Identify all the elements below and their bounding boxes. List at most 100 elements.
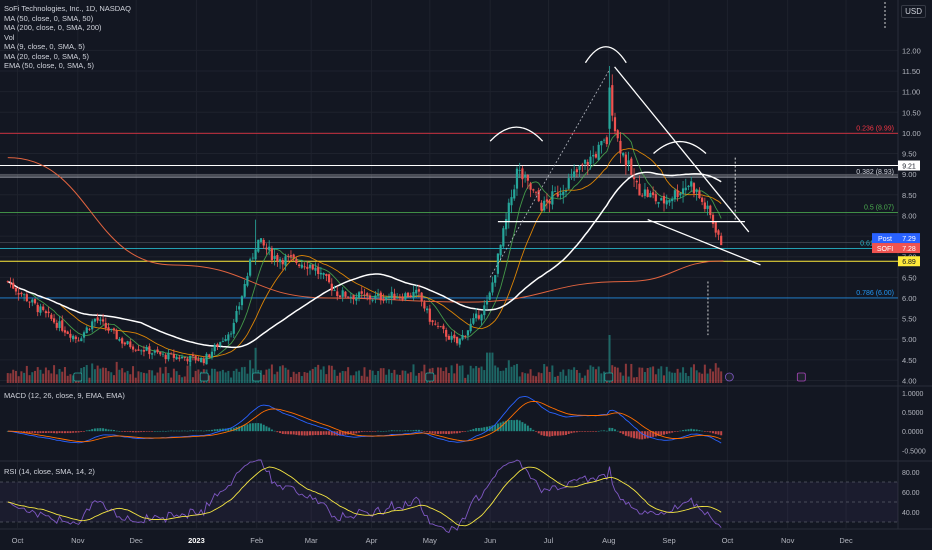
volume-bar [608, 335, 611, 383]
candle-body [322, 273, 325, 275]
earnings-marker [199, 372, 209, 382]
volume-bar [573, 367, 576, 383]
volume-bar [88, 377, 91, 383]
volume-bar [554, 376, 557, 383]
x-tick-label: Jun [484, 536, 496, 545]
macd-histogram-bar [189, 430, 192, 432]
indicator-vol[interactable]: Vol [4, 32, 15, 42]
macd-histogram-bar [77, 431, 80, 433]
candle-body [308, 264, 312, 269]
macd-histogram-bar [456, 431, 459, 434]
candle-body [210, 351, 214, 358]
symbol-title[interactable]: SoFi Technologies, Inc., 1D, NASDAQ [4, 4, 132, 13]
candle-body [12, 282, 15, 289]
rsi-legend[interactable]: RSI (14, close, SMA, 14, 2) [4, 467, 95, 476]
volume-bar [624, 363, 627, 383]
candle-body [428, 308, 431, 322]
candle-body [33, 299, 37, 304]
x-tick-label: 2023 [188, 536, 205, 545]
macd-histogram-bar [341, 431, 344, 435]
candle-body [278, 259, 282, 263]
price-tag-bg [898, 243, 920, 254]
indicator-ma200[interactable]: MA (200, close, 0, SMA, 200) [4, 23, 102, 32]
candle-body [180, 356, 184, 359]
macd-histogram-bar [227, 428, 230, 432]
candle-body [213, 344, 216, 352]
candle-body [499, 244, 502, 256]
candle-body [148, 346, 151, 355]
macd-histogram-bar [387, 430, 390, 432]
macd-histogram-bar [420, 430, 423, 432]
y-tick-label: 6.50 [902, 273, 917, 282]
candle-body [131, 346, 135, 350]
price-tag-name-bg [872, 233, 898, 244]
volume-bar [567, 369, 570, 383]
candle-body [221, 341, 224, 342]
candle-body [649, 192, 652, 198]
indicator-ma50[interactable]: MA (50, close, 0, SMA, 50) [4, 13, 94, 23]
candle-body [50, 314, 53, 319]
volume-bar [377, 370, 380, 383]
macd-histogram-bar [121, 431, 124, 432]
volume-bar [34, 370, 37, 383]
macd-histogram-bar [153, 431, 156, 432]
candle-body [9, 283, 12, 285]
macd-histogram-bar [505, 420, 508, 432]
currency-button[interactable]: USD [901, 5, 926, 18]
macd-legend[interactable]: MACD (12, 26, close, 9, EMA, EMA) [4, 391, 125, 400]
volume-bar [126, 370, 129, 383]
volume-bar [161, 373, 164, 383]
macd-histogram-bar [398, 430, 401, 432]
volume-bar [706, 373, 709, 383]
candle-body [126, 341, 129, 345]
indicator-ema50[interactable]: EMA (50, close, 0, SMA, 5) [4, 61, 95, 70]
indicator-ma9[interactable]: MA (9, close, 0, SMA, 5) [4, 42, 85, 51]
macd-histogram-bar [638, 431, 641, 440]
candle-body [170, 353, 173, 355]
volume-bar [701, 373, 704, 383]
candle-body [292, 254, 295, 258]
macd-histogram-bar [603, 430, 606, 432]
macd-histogram-bar [412, 430, 415, 432]
macd-histogram-bar [148, 431, 151, 432]
price-tag-value: 7.29 [902, 236, 916, 243]
candle-body [654, 194, 657, 202]
macd-histogram-bar [396, 430, 399, 432]
macd-histogram-bar [475, 428, 478, 432]
candle-body [442, 325, 445, 330]
y-tick-label: 5.50 [902, 315, 917, 324]
macd-histogram-bar [407, 430, 410, 432]
candle-body [701, 197, 704, 202]
candle-body [20, 292, 23, 295]
macd-histogram-bar [287, 431, 290, 435]
indicator-ma20[interactable]: MA (20, close, 0, SMA, 5) [4, 51, 90, 61]
macd-histogram-bar [194, 430, 197, 432]
candle-body [295, 259, 298, 264]
candle-body [6, 281, 9, 283]
macd-histogram-bar [622, 431, 625, 435]
volume-bar [507, 360, 510, 383]
volume-bar [191, 377, 194, 383]
volume-bar [649, 367, 652, 383]
candle-body [507, 202, 510, 222]
candle-body [229, 333, 233, 335]
macd-histogram-bar [480, 427, 483, 432]
macd-histogram-bar [537, 431, 540, 434]
candle-body [374, 295, 377, 299]
candle-body [325, 273, 328, 276]
volume-bar [434, 374, 437, 383]
macd-histogram-bar [200, 430, 203, 432]
candle-body [161, 353, 165, 355]
y-tick-label: 11.50 [902, 67, 920, 76]
volume-bar [633, 377, 636, 383]
candle-body [360, 291, 363, 294]
volume-bar [292, 371, 295, 383]
macd-histogram-bar [554, 431, 557, 436]
volume-bar [415, 375, 418, 383]
candle-body [330, 283, 333, 291]
indicator-legend: SoFi Technologies, Inc., 1D, NASDAQ MA (… [4, 4, 131, 71]
candle-body [703, 202, 706, 209]
macd-histogram-bar [507, 420, 510, 432]
volume-bar [170, 377, 173, 383]
